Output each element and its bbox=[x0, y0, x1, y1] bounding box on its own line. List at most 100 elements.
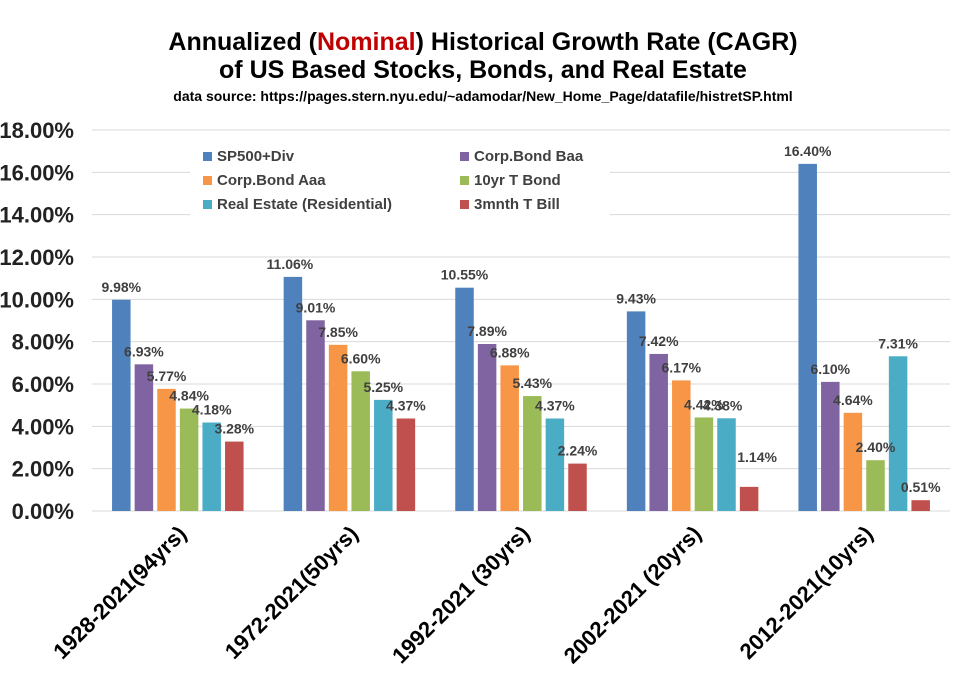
y-tick-label: 0.00% bbox=[12, 499, 74, 524]
x-tick-label: 1928-2021(94yrs) bbox=[48, 521, 191, 664]
bar bbox=[717, 418, 736, 511]
bar bbox=[911, 500, 930, 511]
bar bbox=[283, 276, 303, 511]
bar bbox=[843, 412, 863, 511]
bar bbox=[798, 163, 817, 511]
y-tick-label: 4.00% bbox=[12, 414, 74, 439]
chart-subtitle: data source: https://pages.stern.nyu.edu… bbox=[173, 88, 792, 104]
data-label: 4.42% bbox=[684, 396, 724, 412]
bar bbox=[649, 353, 668, 511]
bar bbox=[500, 365, 519, 511]
bar bbox=[225, 441, 244, 511]
legend-label: Corp.Bond Baa bbox=[474, 148, 584, 165]
data-label: 7.85% bbox=[318, 324, 358, 340]
data-label: 5.43% bbox=[512, 375, 552, 391]
data-label: 16.40% bbox=[784, 143, 832, 159]
legend: SP500+Div Corp.Bond Baa Corp.Bond Aaa 10yr … bbox=[190, 140, 610, 218]
bar bbox=[328, 344, 348, 511]
data-label: 0.51% bbox=[901, 479, 941, 495]
data-label: 6.10% bbox=[810, 361, 850, 377]
legend-swatch bbox=[203, 176, 212, 185]
data-label: 5.77% bbox=[147, 368, 187, 384]
bar bbox=[134, 364, 154, 511]
chart-title-line-2: of US Based Stocks, Bonds, and Real Esta… bbox=[219, 56, 747, 84]
x-tick-label: 2002-2021 (20yrs) bbox=[559, 521, 706, 668]
y-tick-label: 14.00% bbox=[0, 203, 74, 228]
y-tick-label: 18.00% bbox=[0, 118, 74, 143]
bar bbox=[694, 417, 714, 511]
data-labels: 9.98% 6.93% 5.77% 4.84%4.18% 3.28% 11.06% 9.01… bbox=[101, 143, 941, 495]
data-label: 2.40% bbox=[856, 439, 896, 455]
chart-title-highlight: Nominal bbox=[317, 28, 416, 56]
data-label: 7.89% bbox=[467, 323, 507, 339]
bars bbox=[112, 163, 930, 511]
data-label: 3.28% bbox=[214, 421, 254, 437]
data-label: 11.06% bbox=[267, 256, 314, 272]
bar bbox=[306, 320, 325, 511]
x-axis: 1928-2021(94yrs) 1972-2021(50yrs) 1992-202… bbox=[48, 521, 878, 668]
legend-swatch bbox=[460, 200, 469, 209]
bar bbox=[739, 486, 759, 511]
y-tick-label: 6.00% bbox=[12, 372, 74, 397]
data-label: 2.24% bbox=[558, 443, 598, 459]
data-label: 9.43% bbox=[616, 290, 656, 306]
y-tick-label: 2.00% bbox=[12, 457, 74, 482]
bar bbox=[374, 399, 393, 511]
data-label: 6.93% bbox=[124, 343, 164, 359]
data-label: 10.55% bbox=[441, 267, 489, 283]
legend-background bbox=[190, 140, 610, 218]
bar bbox=[455, 287, 474, 511]
legend-label: Real Estate (Residential) bbox=[217, 196, 392, 213]
bar bbox=[568, 463, 587, 511]
legend-label: 3mnth T Bill bbox=[474, 196, 560, 213]
data-label: 4.18% bbox=[192, 402, 232, 418]
legend-swatch bbox=[203, 152, 212, 161]
y-tick-label: 8.00% bbox=[12, 330, 74, 355]
data-label: 4.38% bbox=[703, 397, 743, 413]
legend-swatch bbox=[203, 200, 212, 209]
data-label: 5.25% bbox=[363, 379, 403, 395]
data-label: 4.37% bbox=[386, 398, 426, 414]
data-label: 7.42% bbox=[639, 333, 679, 349]
legend-label: 10yr T Bond bbox=[474, 172, 561, 189]
y-tick-label: 16.00% bbox=[0, 160, 74, 185]
data-label: 6.88% bbox=[490, 344, 530, 360]
x-tick-label: 1992-2021 (30yrs) bbox=[387, 521, 534, 668]
bar bbox=[351, 371, 370, 511]
bar bbox=[888, 356, 908, 511]
x-tick-label: 2012-2021(10yrs) bbox=[735, 521, 878, 664]
legend-label: Corp.Bond Aaa bbox=[217, 172, 326, 189]
data-label: 4.64% bbox=[833, 392, 873, 408]
chart-title-prefix: Annualized ( bbox=[168, 28, 317, 56]
y-tick-label: 12.00% bbox=[0, 245, 74, 270]
bar bbox=[112, 299, 131, 511]
bar bbox=[821, 381, 840, 511]
data-label: 9.01% bbox=[296, 299, 336, 315]
bar bbox=[866, 460, 885, 511]
bar bbox=[202, 422, 221, 511]
bar bbox=[545, 418, 565, 511]
bar bbox=[626, 311, 646, 511]
data-label: 9.98% bbox=[101, 279, 141, 295]
bar bbox=[157, 388, 176, 511]
chart-title-line-1: Annualized (Nominal) Historical Growth R… bbox=[168, 28, 797, 56]
bar bbox=[477, 343, 497, 511]
legend-swatch bbox=[460, 176, 469, 185]
bar bbox=[523, 396, 542, 511]
bar bbox=[672, 380, 691, 511]
data-label: 6.17% bbox=[661, 359, 701, 375]
bar bbox=[179, 408, 199, 511]
data-label: 4.37% bbox=[535, 398, 575, 414]
bar bbox=[396, 418, 416, 511]
x-tick-label: 1972-2021(50yrs) bbox=[220, 521, 363, 664]
chart-title-suffix: ) Historical Growth Rate (CAGR) bbox=[416, 28, 798, 56]
legend-label: SP500+Div bbox=[217, 148, 295, 165]
data-label: 1.14% bbox=[737, 449, 777, 465]
data-label: 7.31% bbox=[878, 335, 918, 351]
data-label: 6.60% bbox=[341, 350, 381, 366]
data-label: 4.84% bbox=[169, 388, 209, 404]
y-axis: 0.00% 2.00% 4.00% 6.00% 8.00% 10.00% 12.00% 14.… bbox=[0, 118, 74, 524]
legend-swatch bbox=[460, 152, 469, 161]
y-tick-label: 10.00% bbox=[0, 287, 74, 312]
